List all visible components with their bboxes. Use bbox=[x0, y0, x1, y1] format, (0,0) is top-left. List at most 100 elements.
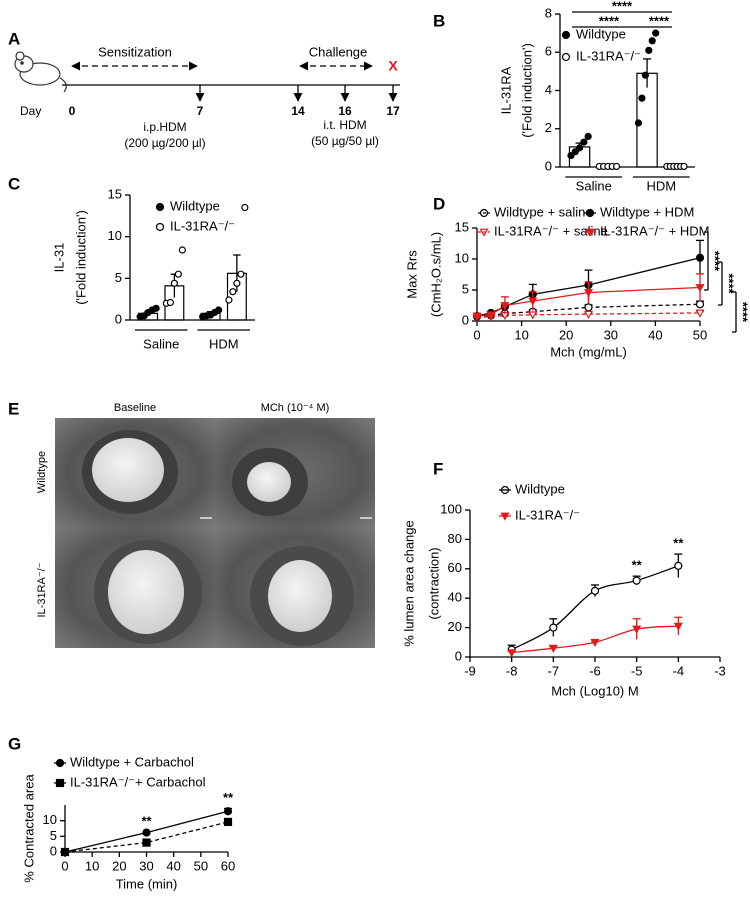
data-point bbox=[674, 561, 683, 570]
data-point bbox=[472, 312, 482, 321]
data-point bbox=[233, 279, 241, 287]
y-axis-label: % lumen area change bbox=[401, 520, 416, 646]
data-point bbox=[634, 119, 643, 127]
data-point bbox=[142, 828, 151, 837]
y-axis-label: % Contracted area bbox=[21, 774, 36, 883]
y-tick-label: 0 bbox=[50, 843, 57, 858]
treatment-dose: (50 µg/50 µl) bbox=[311, 134, 379, 148]
x-axis-label: Time (min) bbox=[116, 876, 178, 891]
data-point bbox=[223, 817, 233, 827]
data-point bbox=[632, 576, 641, 585]
legend-label: IL-31RA⁻/⁻ bbox=[576, 48, 641, 63]
data-point bbox=[225, 296, 233, 304]
data-point bbox=[583, 289, 594, 298]
x-tick-label: 50 bbox=[693, 327, 707, 342]
y-tick-label: 0 bbox=[545, 158, 552, 173]
end-mark: X bbox=[388, 58, 398, 74]
legend-label: Wildtype bbox=[170, 198, 220, 213]
y-tick-label: 0 bbox=[462, 312, 469, 327]
y-axis-label: Max Rrs bbox=[404, 250, 419, 299]
x-tick-label: 0 bbox=[61, 858, 68, 873]
data-point bbox=[223, 807, 233, 816]
data-point bbox=[567, 151, 575, 160]
data-point bbox=[60, 847, 70, 857]
x-tick-label: HDM bbox=[209, 336, 239, 351]
data-point bbox=[645, 46, 653, 54]
legend-label: Wildtype + HDM bbox=[600, 204, 694, 219]
legend-label: IL-31RA⁻/⁻ + saline bbox=[494, 223, 608, 238]
x-axis-label: Mch (mg/mL) bbox=[550, 344, 627, 359]
column-header: Baseline bbox=[114, 402, 156, 414]
legend-label: Wildtype bbox=[576, 26, 626, 41]
y-tick-label: 20 bbox=[448, 619, 462, 634]
day-number: 0 bbox=[69, 104, 76, 118]
legend-marker bbox=[155, 222, 165, 232]
data-point bbox=[548, 644, 558, 653]
y-tick-label: 100 bbox=[440, 501, 462, 516]
data-point bbox=[638, 94, 646, 102]
data-point bbox=[174, 270, 182, 278]
y-tick-label: 15 bbox=[455, 219, 469, 234]
x-tick-label: 0 bbox=[473, 327, 480, 342]
data-point bbox=[584, 132, 592, 140]
row-header: Wildtype bbox=[36, 451, 48, 493]
legend-marker bbox=[561, 30, 571, 40]
y-tick-label: 10 bbox=[455, 250, 469, 265]
y-tick-label: 6 bbox=[545, 44, 552, 59]
data-point bbox=[241, 203, 249, 212]
data-point bbox=[695, 309, 705, 318]
treatment-dose: (200 µg/200 µl) bbox=[124, 136, 205, 150]
x-tick-label: -5 bbox=[631, 663, 643, 678]
annotation: ** bbox=[632, 558, 643, 573]
x-tick-label: 20 bbox=[559, 327, 573, 342]
day-number: 7 bbox=[197, 104, 204, 118]
data-point bbox=[571, 148, 579, 156]
data-point bbox=[528, 297, 538, 306]
y-axis-label: ('Fold induction') bbox=[73, 210, 88, 305]
y-tick-label: 4 bbox=[545, 82, 552, 97]
micrographs bbox=[55, 418, 375, 648]
y-tick-label: 60 bbox=[448, 560, 462, 575]
series-line bbox=[476, 303, 701, 318]
data-point bbox=[507, 649, 517, 658]
data-point bbox=[214, 306, 223, 314]
data-point bbox=[486, 311, 496, 320]
series-line bbox=[511, 565, 679, 651]
legend-marker bbox=[155, 202, 165, 212]
x-tick-label: 40 bbox=[648, 327, 662, 342]
data-point bbox=[652, 29, 660, 37]
data-point bbox=[695, 284, 705, 293]
x-tick-label: -4 bbox=[673, 663, 685, 678]
significance-label: **** bbox=[599, 13, 620, 28]
y-tick-label: 0 bbox=[115, 311, 122, 326]
day-number: 16 bbox=[338, 104, 352, 118]
data-point bbox=[695, 253, 705, 262]
legend-label: Wildtype + saline bbox=[494, 204, 593, 219]
x-tick-label: 30 bbox=[139, 858, 153, 873]
panel-label: B bbox=[433, 11, 445, 30]
data-point bbox=[612, 162, 621, 171]
x-tick-label: 50 bbox=[194, 858, 208, 873]
panel-label: D bbox=[433, 194, 445, 213]
day-number: 14 bbox=[291, 104, 305, 118]
significance-label: **** bbox=[612, 0, 633, 13]
data-point bbox=[142, 838, 151, 847]
legend-label: IL-31RA⁻/⁻+ Carbachol bbox=[70, 774, 206, 789]
data-point bbox=[500, 302, 510, 311]
y-axis-label: ('Fold induction') bbox=[519, 43, 534, 138]
x-tick-label: -7 bbox=[548, 663, 560, 678]
legend-label: IL-31RA⁻/⁻ bbox=[170, 218, 235, 233]
y-tick-label: 5 bbox=[50, 828, 57, 843]
y-tick-label: 8 bbox=[545, 5, 552, 20]
x-tick-label: -6 bbox=[589, 663, 601, 678]
y-tick-label: 0 bbox=[455, 648, 462, 663]
x-tick-label: HDM bbox=[646, 178, 676, 193]
data-point bbox=[583, 310, 594, 319]
y-axis-label: IL-31RA bbox=[498, 66, 513, 114]
y-tick-label: 80 bbox=[448, 531, 462, 546]
data-point bbox=[237, 270, 245, 278]
legend-marker bbox=[561, 52, 571, 62]
legend-label: Wildtype + Carbachol bbox=[70, 754, 194, 769]
mouse-icon bbox=[14, 51, 67, 93]
